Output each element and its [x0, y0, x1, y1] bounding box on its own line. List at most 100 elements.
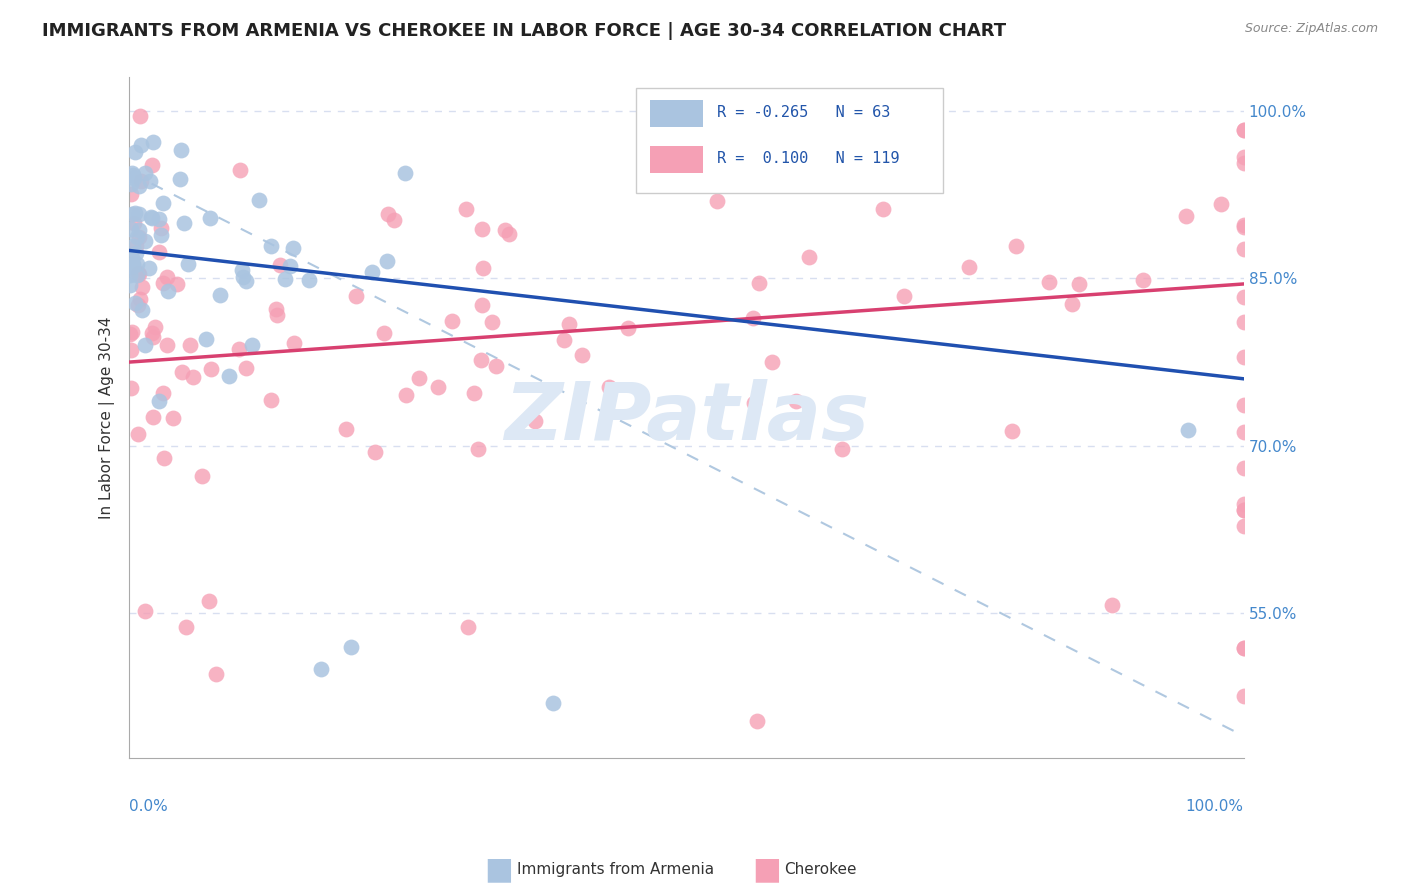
Point: [471, 298, 494, 312]
Point: [470, 353, 492, 368]
Point: [121, 325, 143, 339]
Point: [498, 227, 520, 242]
Point: [373, 326, 395, 341]
Point: [198, 211, 221, 226]
Point: [120, 260, 142, 274]
Text: IMMIGRANTS FROM ARMENIA VS CHEROKEE IN LABOR FORCE | AGE 30-34 CORRELATION CHART: IMMIGRANTS FROM ARMENIA VS CHEROKEE IN L…: [42, 22, 1007, 40]
Point: [142, 409, 165, 424]
Point: [128, 267, 150, 281]
Point: [235, 274, 257, 288]
Point: [156, 284, 179, 298]
Point: [1038, 275, 1060, 289]
Point: [179, 338, 201, 352]
Point: [748, 276, 770, 290]
Point: [1001, 424, 1024, 438]
Point: [761, 355, 783, 369]
Point: [872, 202, 894, 216]
Point: [1233, 122, 1256, 136]
Point: [260, 393, 283, 408]
Point: [122, 168, 145, 182]
Text: Immigrants from Armenia: Immigrants from Armenia: [517, 863, 714, 877]
Point: [153, 450, 176, 465]
Point: [149, 220, 172, 235]
Point: [395, 388, 418, 402]
Point: [121, 221, 143, 235]
Point: [553, 333, 575, 347]
Point: [127, 266, 149, 280]
Text: Cherokee: Cherokee: [785, 863, 858, 877]
Point: [128, 223, 150, 237]
Point: [1233, 155, 1256, 169]
Point: [1233, 640, 1256, 655]
Point: [745, 714, 768, 728]
Point: [1233, 503, 1256, 517]
Text: ZIPatlas: ZIPatlas: [503, 379, 869, 457]
Point: [1233, 502, 1256, 516]
Point: [273, 272, 295, 286]
Point: [471, 260, 494, 275]
Point: [124, 205, 146, 219]
Point: [118, 326, 141, 341]
Point: [191, 469, 214, 483]
Point: [361, 265, 384, 279]
Point: [797, 250, 820, 264]
Point: [134, 167, 156, 181]
Point: [121, 207, 143, 221]
Point: [120, 186, 142, 201]
Point: [121, 257, 143, 271]
Point: [124, 145, 146, 159]
Point: [363, 445, 385, 459]
Point: [1177, 423, 1199, 437]
Point: [142, 136, 165, 150]
Point: [408, 370, 430, 384]
Point: [142, 329, 165, 343]
Point: [1233, 150, 1256, 164]
Point: [228, 342, 250, 356]
Point: [134, 604, 156, 618]
Point: [148, 245, 170, 260]
Point: [162, 410, 184, 425]
Point: [616, 320, 638, 334]
Point: [198, 594, 221, 608]
Point: [172, 365, 194, 379]
Point: [134, 235, 156, 249]
Point: [170, 143, 193, 157]
Point: [124, 216, 146, 230]
Point: [129, 292, 152, 306]
Point: [1233, 242, 1256, 256]
Point: [742, 310, 765, 325]
Point: [120, 268, 142, 283]
Point: [134, 338, 156, 352]
Point: [143, 320, 166, 334]
Point: [1233, 219, 1256, 233]
Point: [1233, 397, 1256, 411]
Point: [152, 276, 174, 290]
Point: [1233, 425, 1256, 440]
Point: [148, 212, 170, 227]
Point: [558, 317, 581, 331]
Point: [1233, 123, 1256, 137]
Point: [131, 302, 153, 317]
Point: [1062, 297, 1084, 311]
Point: [229, 163, 252, 178]
Point: [1005, 239, 1028, 253]
Point: [278, 259, 301, 273]
Point: [457, 619, 479, 633]
Point: [377, 206, 399, 220]
Point: [125, 239, 148, 253]
Point: [208, 288, 231, 302]
Point: [1101, 598, 1123, 612]
Point: [141, 326, 163, 340]
Point: [149, 227, 172, 242]
Point: [141, 211, 163, 226]
Point: [957, 260, 980, 274]
Point: [1233, 518, 1256, 533]
Point: [1067, 277, 1090, 291]
Point: [127, 256, 149, 270]
Point: [121, 251, 143, 265]
Point: [152, 385, 174, 400]
Point: [129, 109, 152, 123]
Point: [785, 394, 807, 409]
Point: [382, 213, 405, 227]
Point: [1233, 219, 1256, 234]
